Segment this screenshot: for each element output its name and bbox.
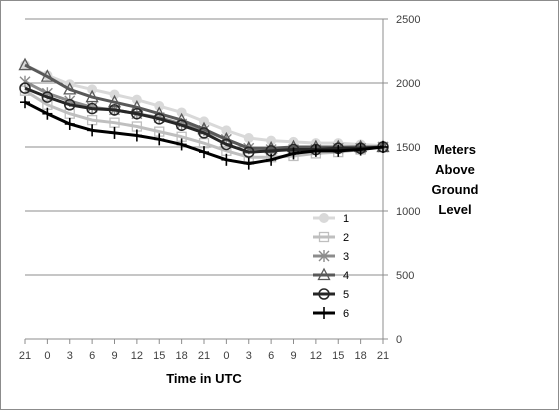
x-tick-label: 12 [310, 350, 322, 362]
x-tick-label: 21 [377, 350, 389, 362]
series-5 [19, 82, 389, 158]
series-line-4 [24, 63, 383, 150]
data-point [86, 102, 98, 115]
x-tick-label: 9 [111, 350, 117, 362]
x-tick-label: 21 [198, 350, 210, 362]
data-point [64, 117, 75, 130]
x-tick-label: 15 [153, 350, 165, 362]
data-point [154, 133, 165, 146]
legend-swatch-marker [317, 267, 331, 281]
y-tick-label: 1500 [396, 142, 420, 154]
y-axis-title: Meters Above Ground Level [432, 142, 479, 217]
data-point [42, 107, 53, 120]
data-point [40, 69, 54, 82]
data-point [41, 91, 54, 103]
data-point [63, 81, 77, 95]
data-point [199, 146, 209, 159]
data-point [108, 104, 121, 116]
data-point [243, 146, 255, 158]
legend-swatch-marker [319, 213, 329, 223]
legend-swatch-marker [318, 288, 330, 300]
y-axis-title-line: Meters [434, 142, 476, 157]
legend-item-1: 1 [313, 213, 349, 225]
series-line-5 [24, 86, 384, 154]
data-point [153, 113, 165, 125]
x-tick-label: 3 [67, 350, 73, 362]
data-point [176, 107, 187, 118]
data-point [333, 144, 344, 157]
y-axis-title-line: Above [435, 162, 475, 177]
y-tick-label: 1000 [396, 206, 420, 218]
data-point [198, 127, 210, 139]
legend-label: 5 [343, 289, 349, 301]
x-axis-title: Time in UTC [166, 371, 242, 386]
legend-label: 3 [343, 251, 349, 263]
legend-swatch-marker [318, 250, 330, 262]
data-point [131, 107, 143, 120]
data-point [109, 89, 120, 100]
x-tick-label: 18 [176, 350, 188, 362]
legend-label: 1 [343, 213, 349, 225]
x-tick-label: 0 [223, 350, 229, 362]
legend-item-5: 5 [313, 288, 349, 301]
data-point [266, 153, 277, 166]
data-point [154, 101, 165, 112]
x-tick-label: 21 [19, 350, 31, 362]
data-point [85, 89, 99, 103]
legend-item-4: 4 [313, 267, 349, 282]
data-point [243, 157, 254, 170]
legend-item-3: 3 [313, 250, 349, 263]
legend-label: 2 [343, 232, 349, 244]
data-point [109, 126, 120, 139]
legend-swatch-marker [319, 307, 329, 319]
data-point [176, 138, 187, 151]
y-axis-title-line: Level [438, 202, 471, 217]
x-tick-label: 3 [246, 350, 252, 362]
x-tick-label: 6 [268, 350, 274, 362]
series-group [18, 57, 390, 170]
data-point [310, 144, 321, 157]
x-tick-label: 18 [355, 350, 367, 362]
data-point [378, 141, 388, 153]
data-point [130, 99, 144, 113]
data-point [355, 143, 366, 156]
data-point [107, 94, 122, 108]
y-tick-label: 2500 [396, 14, 420, 26]
legend: 1 2 3 4 5 6 [313, 213, 349, 320]
series-line-2 [24, 89, 384, 159]
data-point [220, 138, 233, 151]
data-point [18, 57, 32, 71]
legend-swatch-marker [318, 231, 330, 243]
legend-item-2: 2 [313, 231, 349, 244]
x-tick-label: 9 [290, 350, 296, 362]
legend-label: 4 [343, 270, 349, 282]
data-point [20, 96, 30, 109]
y-axis-title-line: Ground [432, 182, 479, 197]
series-6 [20, 96, 388, 170]
data-point [19, 82, 31, 94]
x-tick-label: 12 [131, 350, 143, 362]
data-point [131, 129, 142, 142]
data-point [64, 99, 76, 111]
x-tick-label: 15 [332, 350, 344, 362]
data-point [87, 84, 98, 95]
y-tick-label: 0 [396, 334, 402, 346]
data-point [221, 153, 232, 166]
data-point [175, 119, 188, 131]
y-tick-label: 2000 [396, 78, 420, 90]
legend-item-6: 6 [313, 307, 349, 320]
gridlines [25, 18, 383, 340]
y-tick-label: 500 [396, 270, 414, 282]
x-tick-label: 0 [44, 350, 50, 362]
x-tick-label: 6 [89, 350, 95, 362]
legend-label: 6 [343, 308, 349, 320]
data-point [131, 94, 142, 105]
data-point [87, 124, 98, 137]
data-point [288, 147, 299, 160]
